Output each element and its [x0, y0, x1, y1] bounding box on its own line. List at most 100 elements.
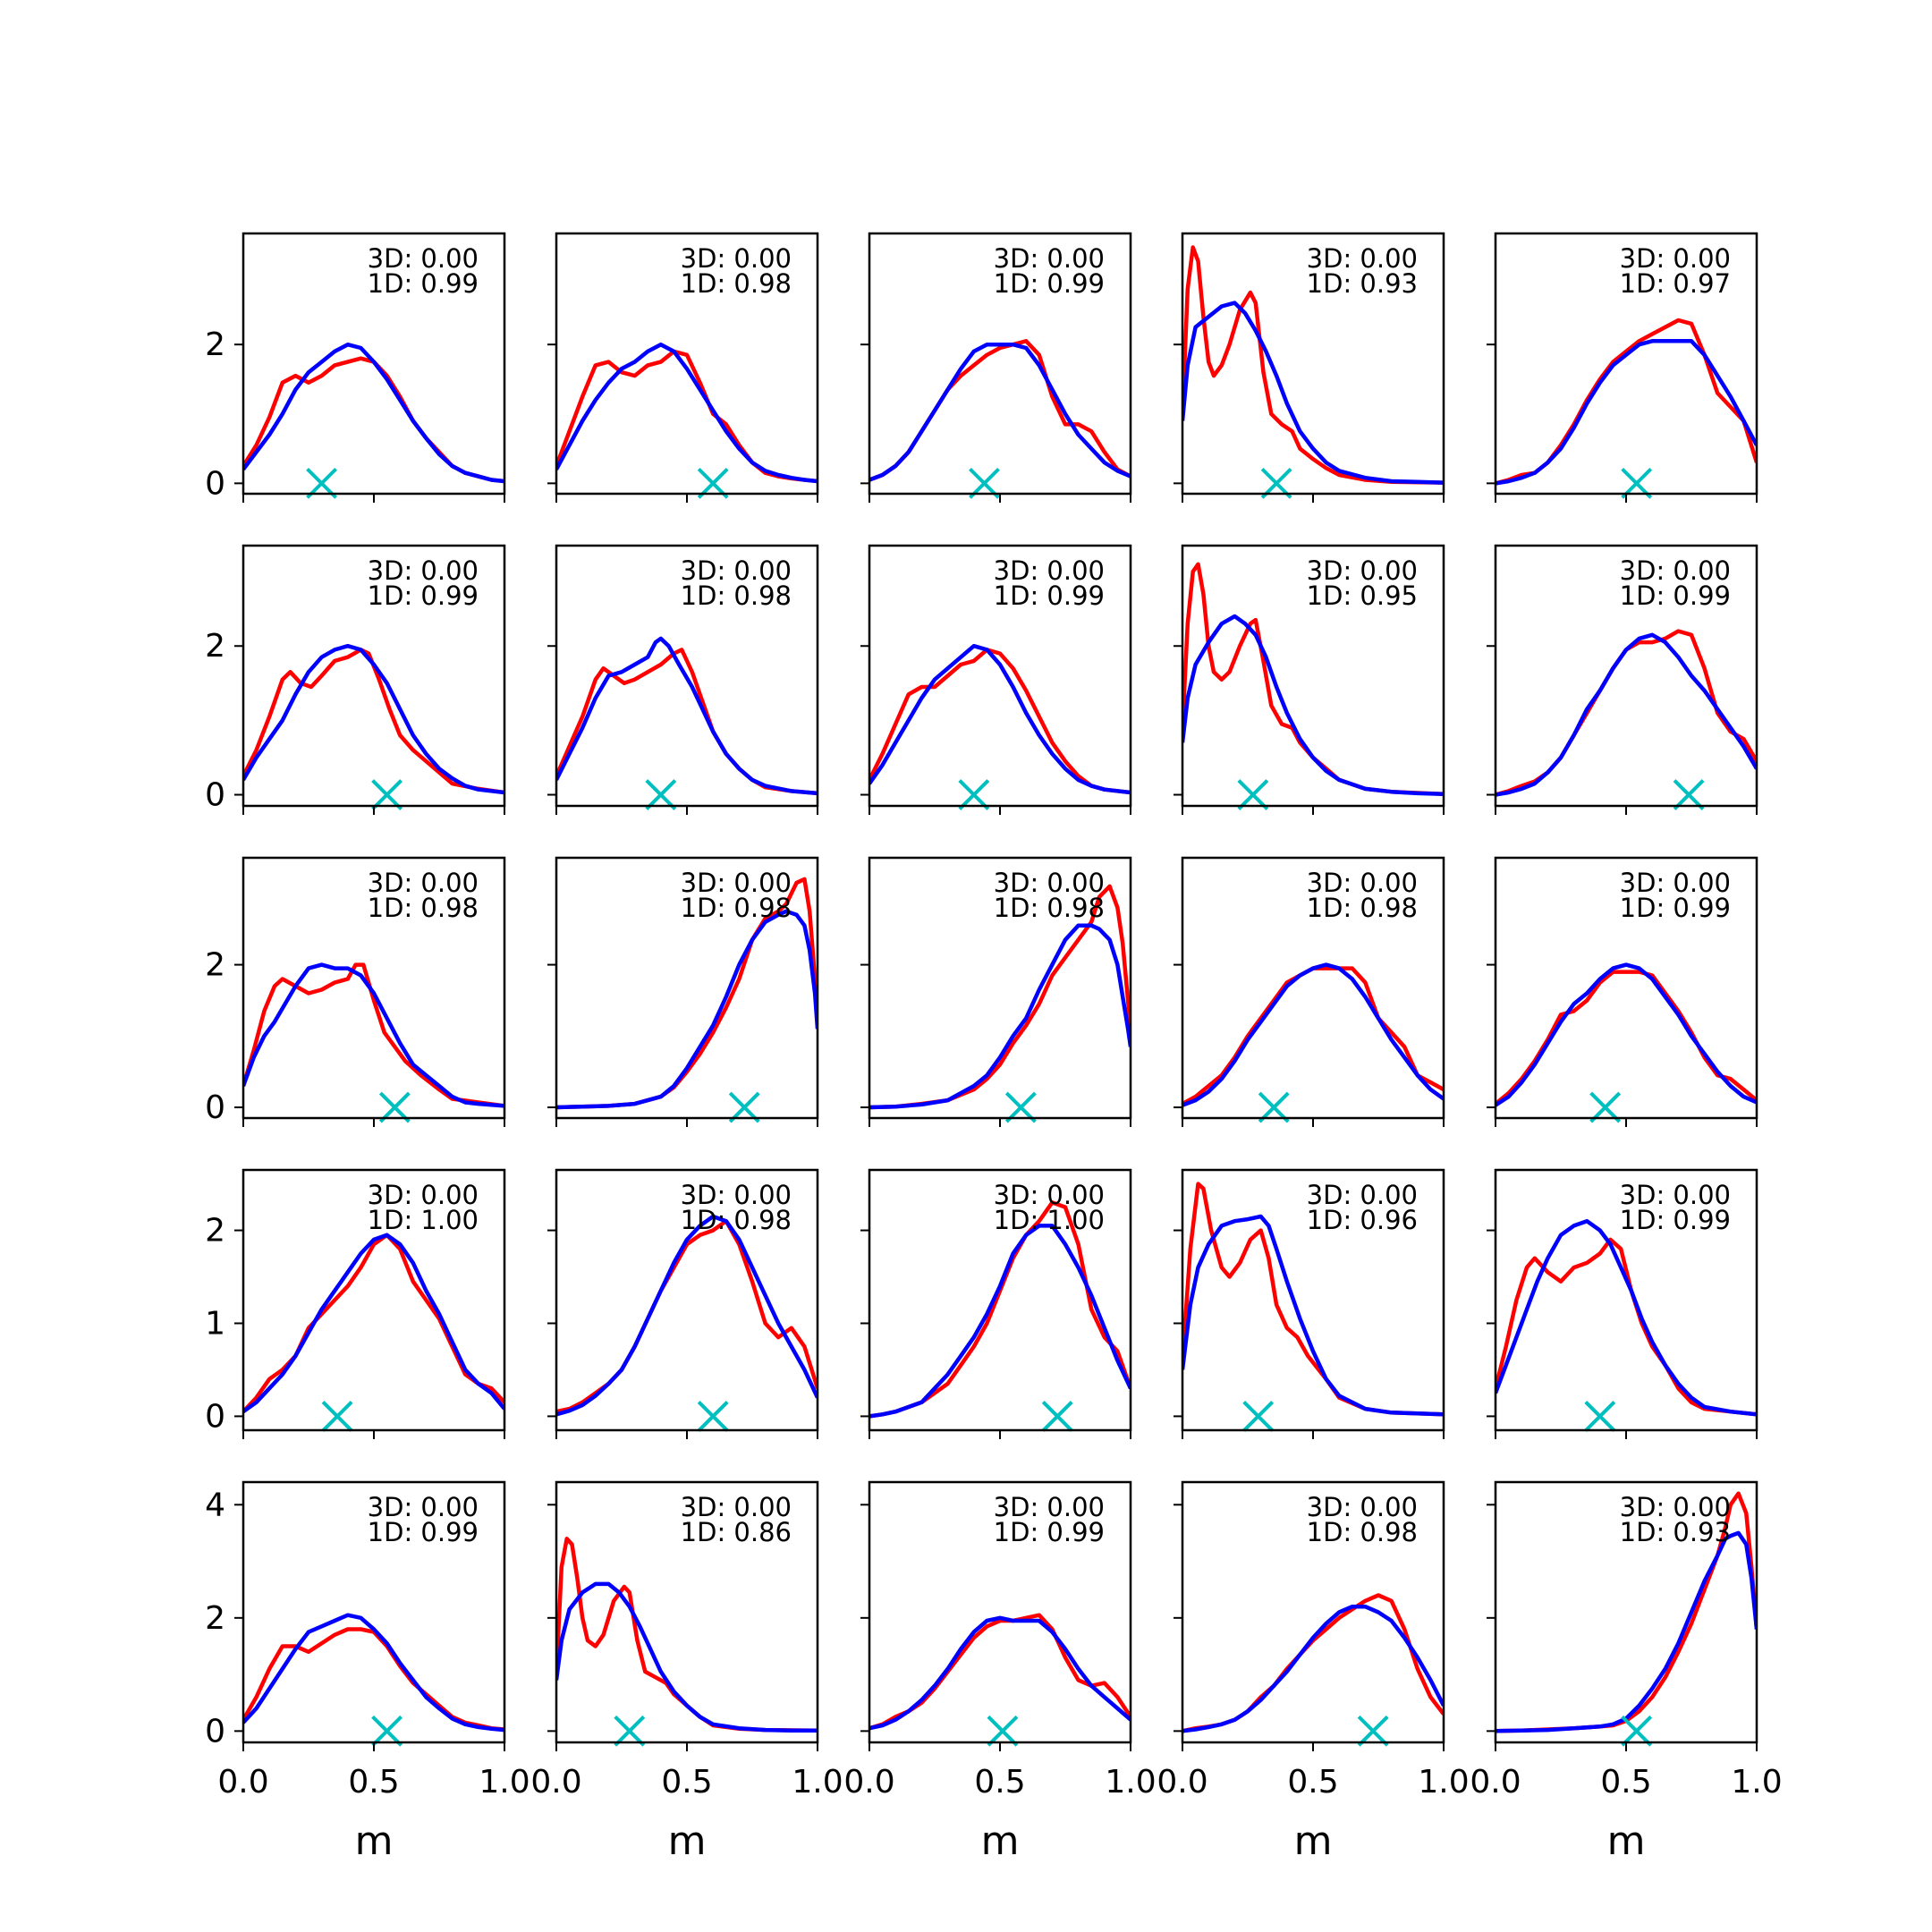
true-value-marker [1673, 779, 1705, 810]
true-value-marker [1357, 1715, 1389, 1747]
true-value-marker [1621, 1715, 1653, 1747]
score-3d-label: 3D: 0.00 [1620, 243, 1731, 274]
x-tick-label: 0.5 [1600, 1764, 1651, 1801]
y-tick-label: 4 [205, 1487, 225, 1523]
blue-density-curve [1496, 1530, 1757, 1733]
score-3d-label: 3D: 0.00 [1620, 868, 1731, 898]
true-value-marker [1584, 1400, 1616, 1432]
score-1d-label: 1D: 0.98 [1307, 1517, 1418, 1547]
true-value-marker [1589, 1091, 1622, 1123]
blue-density-curve [556, 1214, 818, 1417]
red-density-curve [1496, 629, 1757, 797]
score-3d-label: 3D: 0.00 [368, 1180, 479, 1210]
x-tick-label: 0.5 [348, 1764, 399, 1801]
score-1d-label: 1D: 0.99 [994, 1517, 1105, 1547]
red-density-curve [243, 356, 504, 484]
true-value-marker [987, 1715, 1019, 1747]
red-density-curve [1182, 966, 1444, 1106]
blue-density-curve [1496, 339, 1757, 486]
x-axis-label: m [981, 1818, 1020, 1864]
true-value-marker [697, 1400, 729, 1432]
score-3d-label: 3D: 0.00 [368, 1492, 479, 1522]
score-3d-label: 3D: 0.00 [1307, 1180, 1418, 1210]
blue-density-curve [1182, 1604, 1444, 1733]
score-3d-label: 3D: 0.00 [994, 555, 1105, 586]
red-density-curve [243, 962, 504, 1108]
red-density-curve [556, 1537, 818, 1733]
x-tick-label: 0.0 [1470, 1764, 1521, 1801]
x-tick-label: 1.0 [792, 1764, 843, 1801]
score-1d-label: 1D: 0.96 [1307, 1205, 1418, 1235]
x-tick-label: 1.0 [479, 1764, 530, 1801]
score-1d-label: 1D: 0.99 [368, 1517, 479, 1547]
x-axis-label: m [668, 1818, 707, 1864]
blue-density-curve [1182, 1214, 1444, 1417]
score-1d-label: 1D: 0.98 [681, 1205, 792, 1235]
y-tick-label: 0 [205, 777, 225, 814]
blue-density-curve [243, 1233, 504, 1414]
score-3d-label: 3D: 0.00 [368, 555, 479, 586]
x-tick-label: 0.0 [217, 1764, 268, 1801]
score-1d-label: 1D: 0.99 [994, 268, 1105, 299]
blue-density-curve [243, 643, 504, 795]
score-1d-label: 1D: 1.00 [994, 1205, 1105, 1235]
score-3d-label: 3D: 0.00 [681, 555, 792, 586]
blue-density-curve [1496, 1218, 1757, 1417]
score-3d-label: 3D: 0.00 [1307, 1492, 1418, 1522]
red-density-curve [1496, 318, 1757, 486]
score-1d-label: 1D: 0.98 [1307, 893, 1418, 923]
x-tick-label: 0.5 [1287, 1764, 1338, 1801]
score-1d-label: 1D: 0.99 [994, 580, 1105, 611]
score-3d-label: 3D: 0.00 [994, 868, 1105, 898]
y-tick-label: 2 [205, 628, 225, 665]
y-tick-label: 2 [205, 1600, 225, 1637]
y-tick-label: 0 [205, 465, 225, 502]
y-tick-label: 2 [205, 947, 225, 984]
score-1d-label: 1D: 0.99 [1620, 1205, 1731, 1235]
blue-density-curve [556, 636, 818, 796]
score-3d-label: 3D: 0.00 [368, 243, 479, 274]
score-3d-label: 3D: 0.00 [1620, 1492, 1731, 1522]
score-1d-label: 1D: 0.93 [1620, 1517, 1731, 1547]
blue-density-curve [869, 923, 1131, 1110]
red-density-curve [1496, 970, 1757, 1106]
true-value-marker [1258, 1091, 1290, 1123]
true-value-marker [1041, 1400, 1073, 1432]
score-3d-label: 3D: 0.00 [1620, 555, 1731, 586]
score-1d-label: 1D: 0.98 [368, 893, 479, 923]
score-3d-label: 3D: 0.00 [994, 1180, 1105, 1210]
true-value-marker [371, 779, 403, 810]
score-3d-label: 3D: 0.00 [1620, 1180, 1731, 1210]
true-value-marker [728, 1091, 760, 1123]
red-density-curve [1182, 245, 1444, 485]
score-3d-label: 3D: 0.00 [1307, 555, 1418, 586]
x-axis-label: m [1607, 1818, 1646, 1864]
true-value-marker [1237, 779, 1269, 810]
blue-density-curve [556, 1581, 818, 1733]
y-tick-label: 0 [205, 1713, 225, 1750]
score-1d-label: 1D: 0.95 [1307, 580, 1418, 611]
blue-density-curve [1182, 962, 1444, 1107]
blue-density-curve [1182, 301, 1444, 485]
score-3d-label: 3D: 0.00 [994, 1492, 1105, 1522]
y-tick-label: 2 [205, 1213, 225, 1250]
true-value-marker [958, 779, 990, 810]
score-1d-label: 1D: 0.97 [1620, 268, 1731, 299]
true-value-marker [321, 1400, 353, 1432]
score-1d-label: 1D: 0.98 [681, 268, 792, 299]
score-1d-label: 1D: 0.93 [1307, 268, 1418, 299]
y-tick-label: 1 [205, 1305, 225, 1342]
